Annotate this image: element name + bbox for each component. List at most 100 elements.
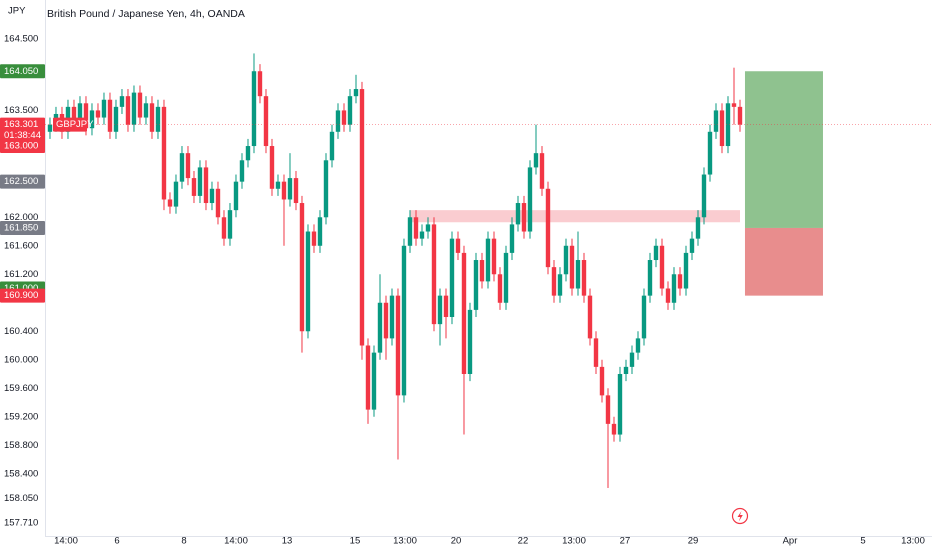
candle-body bbox=[287, 178, 293, 200]
candle-body bbox=[347, 96, 353, 125]
y-tick-label: 160.000 bbox=[4, 354, 38, 365]
candle-body bbox=[269, 146, 275, 189]
candle-body bbox=[161, 106, 167, 200]
candle-body bbox=[197, 167, 203, 196]
price-tag bbox=[0, 288, 45, 303]
candle-body bbox=[239, 160, 245, 182]
candle-body bbox=[335, 110, 341, 132]
candle-body bbox=[149, 103, 155, 132]
candle-body bbox=[341, 110, 347, 125]
x-tick-label: 13 bbox=[282, 536, 293, 547]
price-tag bbox=[0, 174, 45, 189]
candle-body bbox=[533, 153, 539, 168]
candle-body bbox=[233, 181, 239, 211]
candle-body bbox=[167, 199, 173, 207]
x-tick-label: 13:00 bbox=[393, 536, 417, 547]
candle-body bbox=[593, 338, 599, 367]
candle-body bbox=[281, 181, 287, 200]
candle-body bbox=[131, 92, 137, 125]
candle-body bbox=[707, 131, 713, 175]
candle-body bbox=[629, 352, 635, 367]
alert-icon[interactable] bbox=[731, 507, 749, 525]
x-tick-label: 13:00 bbox=[901, 536, 925, 547]
price-tag-label: 164.050 bbox=[4, 66, 38, 77]
candle-body bbox=[653, 245, 659, 261]
candle-body bbox=[557, 274, 563, 296]
candle-body bbox=[101, 99, 107, 118]
candle-body bbox=[611, 423, 617, 435]
y-tick-label: 162.000 bbox=[4, 212, 38, 223]
candle-body bbox=[521, 203, 527, 232]
candle-body bbox=[425, 224, 431, 232]
plot-area bbox=[45, 53, 932, 488]
candle-body bbox=[617, 374, 623, 435]
y-tick-label: 161.200 bbox=[4, 269, 38, 280]
y-tick-label: 161.600 bbox=[4, 240, 38, 251]
position-profit bbox=[744, 71, 823, 228]
price-tag-countdown: 01:38:44 bbox=[4, 130, 41, 141]
currency-label: JPY bbox=[8, 6, 26, 17]
alert-bolt[interactable] bbox=[737, 511, 743, 522]
candle-body bbox=[83, 103, 89, 129]
candle-body bbox=[473, 260, 479, 310]
candle-body bbox=[173, 181, 179, 207]
candle-body bbox=[293, 178, 299, 204]
candle-body bbox=[581, 260, 587, 296]
candle-body bbox=[251, 71, 257, 147]
price-tag-label: 160.900 bbox=[4, 290, 38, 301]
candle-body bbox=[245, 146, 251, 161]
candle-body bbox=[725, 103, 731, 147]
y-tick-label: 157.710 bbox=[4, 517, 38, 528]
candle-body bbox=[137, 92, 143, 118]
candle-body bbox=[467, 309, 473, 375]
price-tag-label: 162.500 bbox=[4, 176, 38, 187]
candle-body bbox=[263, 96, 269, 147]
price-tag bbox=[0, 64, 45, 79]
price-tag-label: 163.301 bbox=[4, 119, 38, 130]
candle-body bbox=[659, 245, 665, 289]
candle-body bbox=[47, 124, 53, 132]
candle-body bbox=[677, 274, 683, 289]
candle-body bbox=[125, 96, 131, 125]
candle-body bbox=[623, 366, 629, 375]
candle-body bbox=[77, 103, 83, 122]
candle-body bbox=[539, 153, 545, 189]
candle-body bbox=[359, 89, 365, 346]
candle-body bbox=[485, 238, 491, 282]
price-tag-label: 163.000 bbox=[4, 141, 38, 152]
candle-body bbox=[527, 167, 533, 232]
candle-body bbox=[407, 217, 413, 246]
candle-body bbox=[371, 352, 377, 410]
x-tick-label: 8 bbox=[181, 536, 186, 547]
y-tick-label: 158.050 bbox=[4, 493, 38, 504]
candle-body bbox=[155, 106, 161, 132]
position-loss bbox=[744, 227, 823, 296]
candle-body bbox=[299, 203, 305, 332]
candle-body bbox=[305, 231, 311, 332]
candle-body bbox=[695, 217, 701, 239]
candle-body bbox=[701, 174, 707, 218]
candle-body bbox=[497, 274, 503, 303]
x-tick-label: 5 bbox=[860, 536, 865, 547]
candle-body bbox=[713, 110, 719, 132]
y-tick-label: 163.500 bbox=[4, 105, 38, 116]
candle-body bbox=[311, 231, 317, 246]
candle-body bbox=[365, 345, 371, 410]
candle-body bbox=[665, 288, 671, 303]
candle-body bbox=[395, 295, 401, 396]
candle-body bbox=[185, 153, 191, 179]
candle-body bbox=[353, 89, 359, 97]
chart-title: British Pound / Japanese Yen, 4h, OANDA bbox=[47, 8, 245, 20]
candle-body bbox=[377, 302, 383, 353]
candle-body bbox=[431, 224, 437, 325]
candle-body bbox=[719, 110, 725, 147]
x-tick-label: 27 bbox=[620, 536, 631, 547]
candle-body bbox=[317, 217, 323, 246]
candle-body bbox=[575, 260, 581, 289]
candle-body bbox=[605, 395, 611, 424]
symbol-tag-label: GBPJPY bbox=[56, 119, 94, 130]
candle-body bbox=[437, 295, 443, 325]
candle-body bbox=[671, 274, 677, 303]
